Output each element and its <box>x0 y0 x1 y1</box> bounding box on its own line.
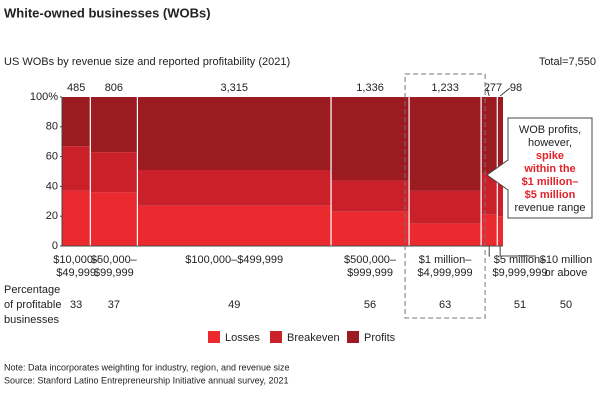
annotation: revenue range <box>515 202 586 214</box>
legend-swatch <box>270 331 282 343</box>
note: Note: Data incorporates weighting for in… <box>4 362 290 372</box>
annotation: however, <box>528 137 572 149</box>
leader <box>488 246 490 257</box>
x-tick-label: $5 million– <box>494 254 547 266</box>
legend-swatch <box>208 331 220 343</box>
total-label: Total=7,550 <box>539 56 596 68</box>
segment <box>497 97 503 172</box>
profitable-pct: 63 <box>439 299 451 311</box>
segment <box>331 97 410 181</box>
x-tick-label: $50,000– <box>91 254 138 266</box>
y-tick-label: 80 <box>46 121 58 133</box>
profitable-pct: 49 <box>228 299 240 311</box>
profitable-pct: 56 <box>364 299 376 311</box>
x-tick-label: $9,999,999 <box>492 267 547 279</box>
segment <box>137 97 332 171</box>
x-tick-label: $100,000–$499,999 <box>185 254 283 266</box>
callout <box>486 117 593 219</box>
segment <box>137 170 332 206</box>
row-label: Percentage <box>4 284 60 296</box>
segment <box>497 216 503 246</box>
segment <box>62 146 91 191</box>
x-tick-label: $10,000– <box>53 254 100 266</box>
segment <box>90 192 138 246</box>
legend-label: Profits <box>364 332 396 344</box>
segment <box>331 180 410 212</box>
profitable-pct: 51 <box>514 299 526 311</box>
annotation: $5 million <box>525 189 576 201</box>
legend-swatch <box>347 331 359 343</box>
leader <box>499 87 511 97</box>
segment <box>137 205 332 246</box>
y-tick-label: 40 <box>46 180 58 192</box>
width-label: 98 <box>510 82 522 94</box>
source: Source: Stanford Latino Entrepreneurship… <box>4 375 289 385</box>
leader <box>499 246 536 257</box>
y-tick-label: 20 <box>46 210 58 222</box>
annotation: spike <box>536 150 564 162</box>
segment <box>62 97 91 147</box>
legend-label: Losses <box>225 332 260 344</box>
annotation: $1 million– <box>522 176 579 188</box>
segment <box>331 211 410 246</box>
x-tick-label: $1 million– <box>419 254 472 266</box>
profitable-pct: 37 <box>108 299 120 311</box>
row-label: of profitable <box>4 299 61 311</box>
chart-title: White-owned businesses (WOBs) <box>4 5 211 20</box>
x-tick-label: $99,999 <box>94 267 134 279</box>
width-label: 277 <box>484 82 502 94</box>
x-tick-label: $10 million <box>540 254 593 266</box>
width-label: 1,336 <box>356 82 384 94</box>
segment <box>409 190 482 224</box>
segment <box>481 214 498 246</box>
highlight-box <box>404 73 486 319</box>
width-label: 3,315 <box>220 82 248 94</box>
segment <box>481 97 498 173</box>
subtitle: US WOBs by revenue size and reported pro… <box>4 56 290 68</box>
annotation: within the <box>523 163 575 175</box>
segment <box>497 171 503 217</box>
segment <box>90 97 138 153</box>
width-label: 806 <box>105 82 123 94</box>
x-tick-label: or above <box>545 267 588 279</box>
y-tick-label: 0 <box>52 240 58 252</box>
segment <box>409 223 482 246</box>
leader <box>486 87 490 97</box>
profitable-pct: 33 <box>70 299 82 311</box>
x-tick-label: $500,000– <box>344 254 397 266</box>
profitable-pct: 50 <box>560 299 572 311</box>
x-tick-label: $999,999 <box>347 267 393 279</box>
segment <box>62 190 91 246</box>
y-tick-label: 60 <box>46 151 58 163</box>
segment <box>90 152 138 193</box>
width-label: 1,233 <box>431 82 459 94</box>
y-tick-label: 100% <box>30 91 58 103</box>
x-tick-label: $49,999 <box>56 267 96 279</box>
legend-label: Breakeven <box>287 332 340 344</box>
row-label: businesses <box>4 314 60 326</box>
annotation: WOB profits, <box>519 124 581 136</box>
segment <box>409 97 482 191</box>
width-label: 485 <box>67 82 85 94</box>
x-tick-label: $4,999,999 <box>418 267 473 279</box>
